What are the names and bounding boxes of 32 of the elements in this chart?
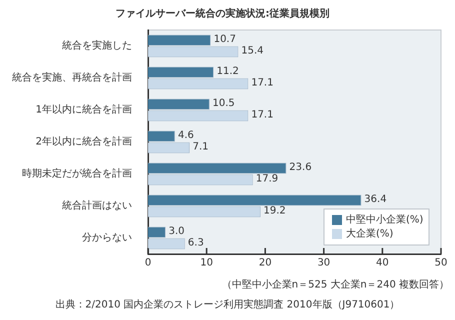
text: 15.4 — [241, 45, 264, 56]
source-note: 出典：2/2010 国内企業のストレージ利用実態調査 2010年版（J9710601） — [55, 298, 400, 311]
text: 10.5 — [212, 98, 235, 109]
text: 6.3 — [188, 237, 204, 248]
text: （中堅中小企業n＝525 大企業n＝240 複数回答） — [222, 278, 449, 291]
y-tick-label: 1年以内に統合を計画 — [36, 104, 132, 116]
text: 19.2 — [264, 205, 286, 216]
text: 7.1 — [192, 141, 209, 152]
y-tick-label: 時期未定だが統合を計画 — [22, 168, 132, 180]
x-tick-label: 10 — [200, 258, 213, 269]
text: 10.7 — [214, 34, 236, 45]
text: 4.6 — [178, 130, 194, 141]
x-tick-label: 50 — [434, 258, 448, 269]
y-tick-label: 統合を実施、再統合を計画 — [12, 72, 132, 84]
text: 17.1 — [251, 77, 274, 88]
text: 17.9 — [256, 173, 278, 184]
legend-label: 中堅中小企業(%) — [346, 214, 424, 226]
y-tick-label: 2年以内に統合を計画 — [36, 136, 132, 148]
legend-label: 大企業(%) — [346, 228, 394, 240]
text: 3.0 — [168, 226, 184, 237]
x-tick-label: 30 — [317, 258, 330, 269]
x-tick-label: 20 — [258, 258, 272, 269]
y-tick-label: 統合を実施した — [62, 40, 132, 52]
y-tick-label: 分からない — [82, 232, 132, 244]
x-tick-label: 0 — [144, 258, 152, 269]
y-tick-label: 統合計画はない — [62, 200, 132, 212]
text: 23.6 — [289, 162, 312, 173]
x-tick-label: 40 — [376, 258, 389, 269]
text: 36.4 — [364, 194, 387, 205]
text: 17.1 — [251, 109, 274, 120]
text: 11.2 — [216, 66, 239, 77]
chart-title: ファイルサーバー統合の実施状況:従業員規模別 — [116, 8, 330, 20]
